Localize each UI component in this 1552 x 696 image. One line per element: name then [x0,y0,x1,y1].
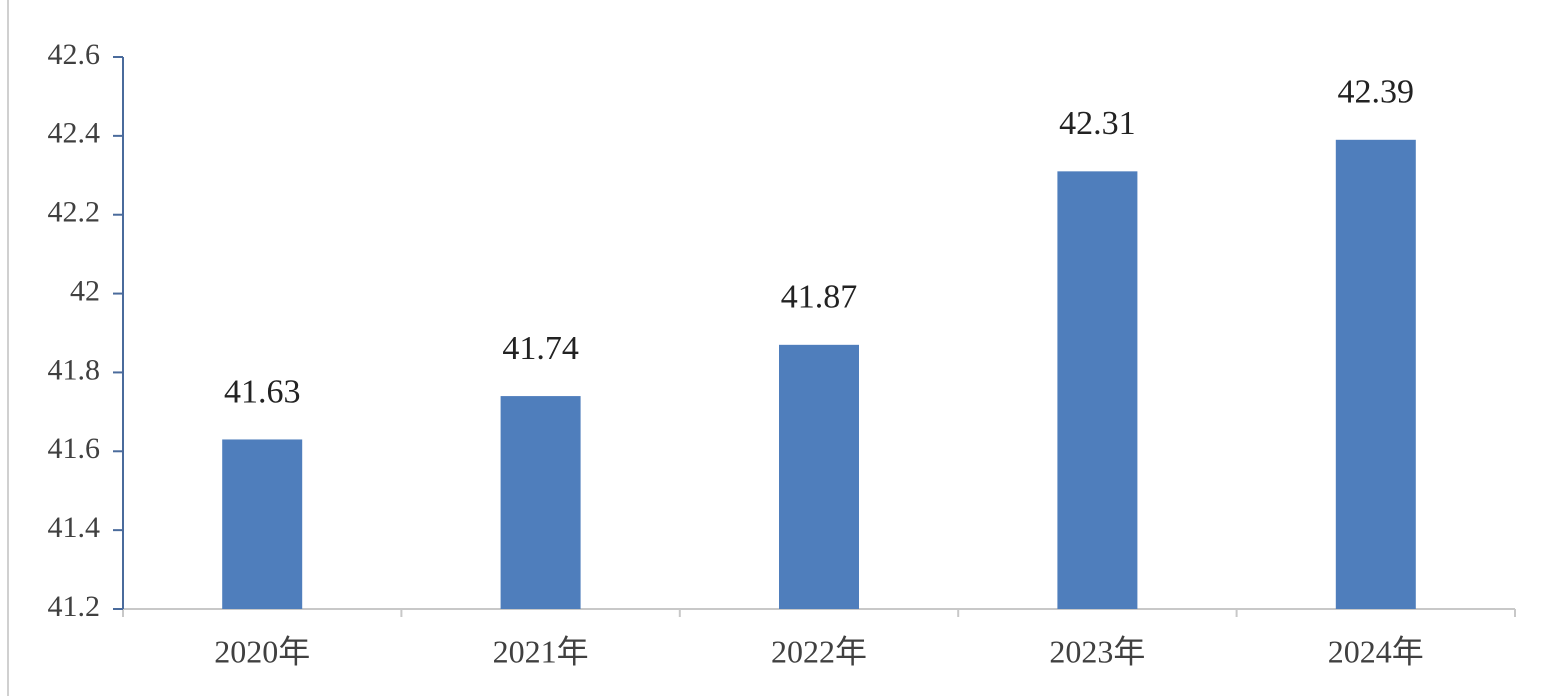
x-tick-label: 2020年 [214,633,310,669]
y-tick-label: 42.2 [48,196,101,229]
y-tick-label: 41.4 [48,511,101,544]
y-tick-label: 42 [70,274,100,307]
bar [779,344,859,609]
y-tick-label: 42.4 [48,117,101,150]
value-label: 41.87 [781,279,858,316]
x-tick-label: 2021年 [493,633,589,669]
bar [1335,139,1416,610]
x-tick-label: 2024年 [1328,633,1424,669]
value-label: 41.63 [224,373,301,410]
bar [500,396,581,609]
value-label: 42.31 [1059,105,1136,142]
value-label: 42.39 [1338,74,1415,111]
value-label: 41.74 [502,330,579,367]
y-tick-label: 41.2 [48,590,101,623]
x-tick-label: 2022年 [771,633,867,669]
y-tick-label: 41.8 [48,353,101,386]
bar [222,439,303,609]
y-tick-label: 42.6 [48,38,101,71]
bar [1057,171,1138,610]
y-tick-label: 41.6 [48,432,101,465]
x-tick-label: 2023年 [1049,633,1145,669]
